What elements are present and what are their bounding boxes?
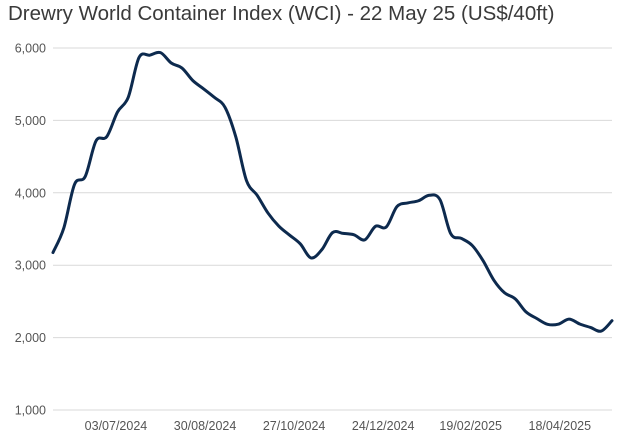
series-line [51,50,614,333]
series-layer [51,50,614,333]
chart-title: Drewry World Container Index (WCI) - 22 … [8,2,555,25]
x-tick-label: 19/02/2025 [439,419,502,433]
gridlines [53,47,612,411]
y-tick-label: 6,000 [15,42,46,56]
y-axis-ticks: 1,000 2,000 3,000 4,000 5,000 6,000 [15,42,46,418]
y-tick-label: 4,000 [15,186,46,200]
y-tick-label: 3,000 [15,259,46,273]
x-tick-label: 30/08/2024 [174,419,237,433]
x-tick-label: 24/12/2024 [352,419,415,433]
x-axis-ticks: 03/07/2024 30/08/2024 27/10/2024 24/12/2024… [85,419,591,433]
x-tick-label: 03/07/2024 [85,419,148,433]
x-tick-label: 18/04/2025 [529,419,592,433]
x-tick-label: 27/10/2024 [263,419,326,433]
y-tick-label: 5,000 [15,114,46,128]
y-tick-label: 1,000 [15,404,46,418]
y-tick-label: 2,000 [15,331,46,345]
